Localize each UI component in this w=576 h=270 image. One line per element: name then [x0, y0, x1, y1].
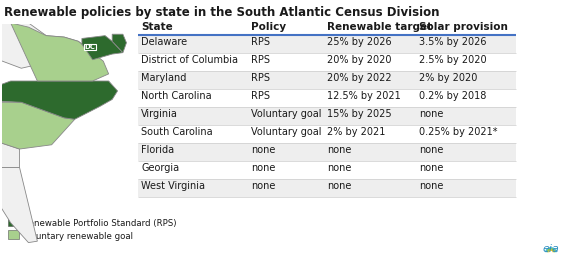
Text: none: none	[251, 163, 275, 173]
Text: Voluntary renewable goal: Voluntary renewable goal	[23, 232, 133, 241]
Text: Voluntary goal: Voluntary goal	[251, 127, 321, 137]
Text: Florida: Florida	[141, 145, 174, 155]
Text: 25% by 2026: 25% by 2026	[327, 37, 392, 47]
Polygon shape	[10, 23, 109, 81]
Text: Voluntary goal: Voluntary goal	[251, 109, 321, 119]
Text: North Carolina: North Carolina	[141, 91, 211, 101]
Text: RPS: RPS	[251, 91, 270, 101]
Text: none: none	[251, 181, 275, 191]
Bar	[8, 230, 19, 239]
Text: none: none	[327, 181, 351, 191]
Polygon shape	[0, 81, 118, 119]
Text: none: none	[419, 145, 444, 155]
Bar	[138, 143, 516, 161]
Text: 12.5% by 2021: 12.5% by 2021	[327, 91, 401, 101]
Text: 3.5% by 2026: 3.5% by 2026	[419, 37, 487, 47]
Text: Policy: Policy	[251, 22, 286, 32]
Text: 0.25% by 2021*: 0.25% by 2021*	[419, 127, 498, 137]
Text: none: none	[251, 145, 275, 155]
Text: 0.2% by 2018: 0.2% by 2018	[419, 91, 486, 101]
Text: RPS: RPS	[251, 37, 270, 47]
Bar	[138, 35, 516, 53]
Text: Maryland: Maryland	[141, 73, 187, 83]
Text: 15% by 2025: 15% by 2025	[327, 109, 392, 119]
Text: Virginia: Virginia	[141, 109, 178, 119]
Text: West Virginia: West Virginia	[141, 181, 205, 191]
Text: Renewable target: Renewable target	[327, 22, 432, 32]
Text: 2% by 2021: 2% by 2021	[327, 127, 385, 137]
Text: RPS: RPS	[251, 55, 270, 65]
Bar	[138, 107, 516, 125]
Text: Renewable policies by state in the South Atlantic Census Division: Renewable policies by state in the South…	[4, 6, 439, 19]
Polygon shape	[112, 34, 127, 53]
Polygon shape	[0, 102, 20, 167]
Text: none: none	[419, 181, 444, 191]
Polygon shape	[0, 159, 37, 242]
Text: 20% by 2022: 20% by 2022	[327, 73, 392, 83]
Text: none: none	[419, 163, 444, 173]
Bar	[8, 217, 19, 226]
Polygon shape	[82, 36, 123, 60]
Text: 20% by 2020: 20% by 2020	[327, 55, 392, 65]
Text: Delaware: Delaware	[141, 37, 187, 47]
Text: RPS: RPS	[251, 73, 270, 83]
Text: eia: eia	[543, 244, 559, 254]
Text: 2.5% by 2020: 2.5% by 2020	[419, 55, 487, 65]
Text: none: none	[419, 109, 444, 119]
Text: South Carolina: South Carolina	[141, 127, 213, 137]
Text: 2% by 2020: 2% by 2020	[419, 73, 478, 83]
Text: Renewable Portfolio Standard (RPS): Renewable Portfolio Standard (RPS)	[23, 219, 176, 228]
Polygon shape	[0, 102, 75, 149]
Text: none: none	[327, 145, 351, 155]
Text: Solar provision: Solar provision	[419, 22, 508, 32]
Text: State: State	[141, 22, 173, 32]
FancyBboxPatch shape	[84, 44, 96, 50]
Text: DC: DC	[85, 44, 96, 50]
Bar	[138, 179, 516, 197]
Text: none: none	[327, 163, 351, 173]
Bar	[138, 71, 516, 89]
Text: District of Columbia: District of Columbia	[141, 55, 238, 65]
Text: Georgia: Georgia	[141, 163, 179, 173]
Polygon shape	[0, 23, 82, 68]
